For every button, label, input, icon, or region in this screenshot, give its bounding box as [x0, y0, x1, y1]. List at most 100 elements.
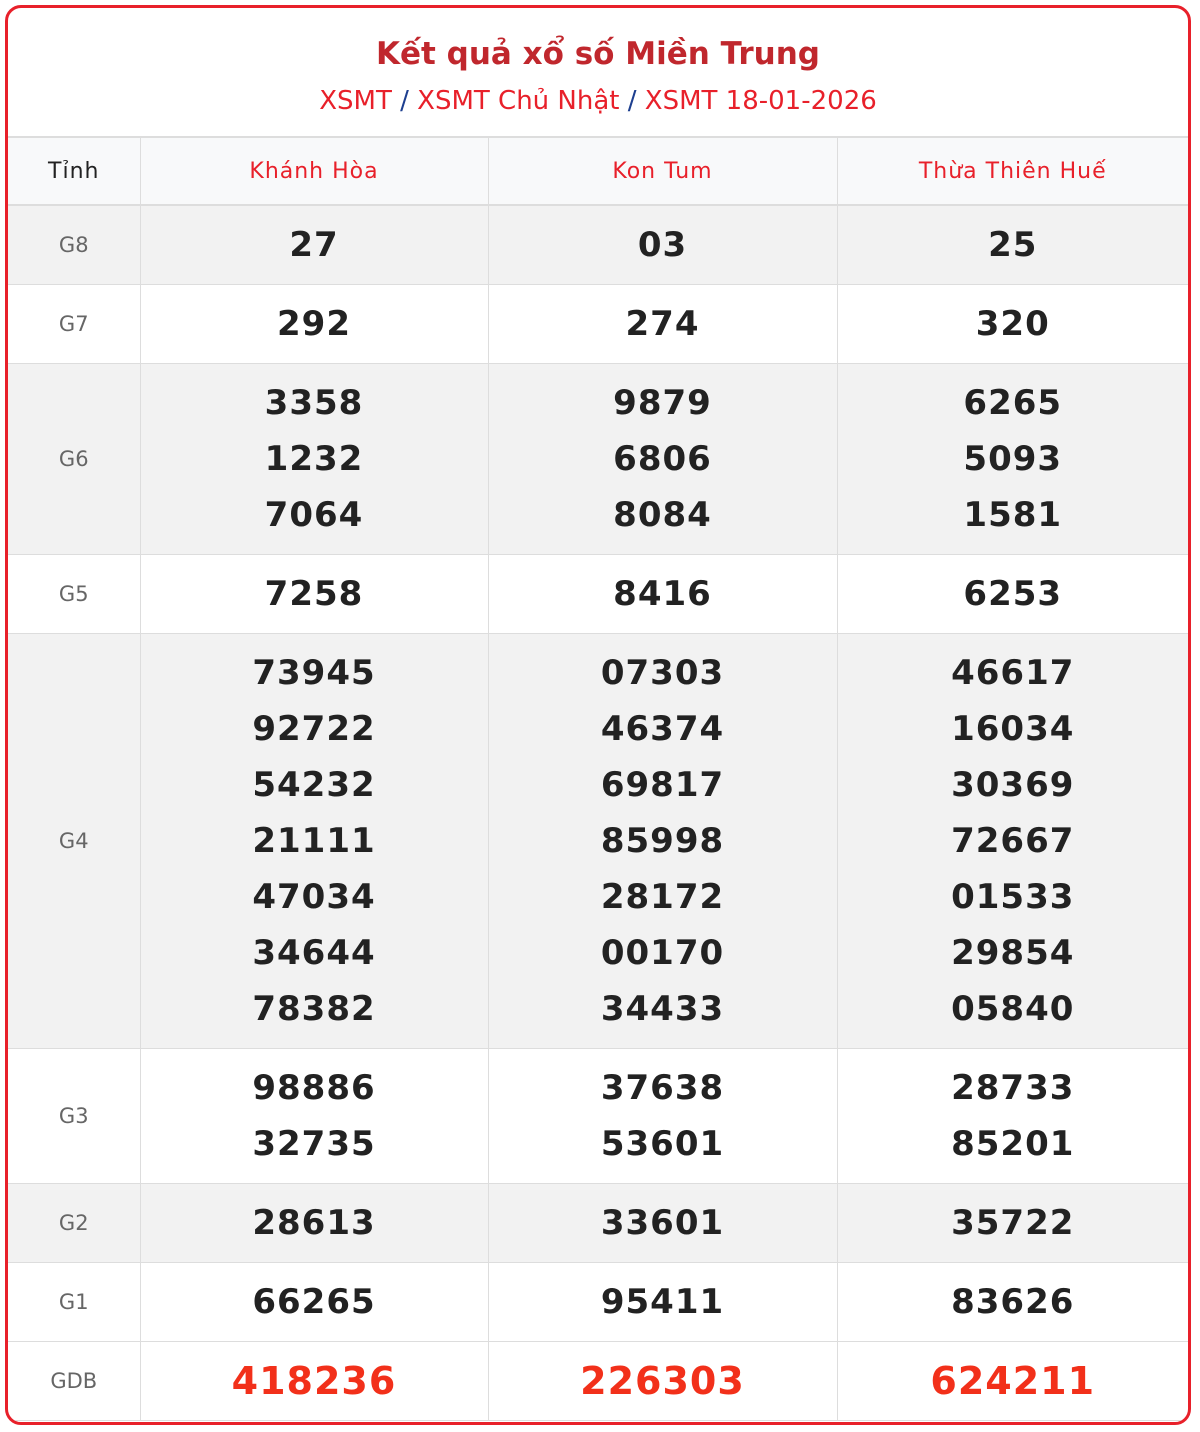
table-row-g3: G3 98886 32735 37638 53601 28733 85201 — [8, 1048, 1188, 1184]
table-row-g2: G2 28613 33601 35722 — [8, 1183, 1188, 1263]
prize-number: 00170 — [600, 933, 725, 973]
column-header-province: Tỉnh — [8, 136, 141, 206]
prize-number: 95411 — [600, 1282, 725, 1322]
prize-number: 8084 — [613, 495, 712, 535]
prize-number: 6806 — [613, 439, 712, 479]
prize-cell: 28613 — [139, 1183, 489, 1263]
prize-label: G7 — [8, 284, 141, 364]
prize-cell: 3358 1232 7064 — [139, 363, 489, 555]
prize-cell: 624211 — [836, 1341, 1188, 1421]
prize-number: 05840 — [951, 989, 1075, 1029]
prize-number: 6253 — [963, 574, 1063, 614]
prize-cell: 9879 6806 8084 — [487, 363, 838, 555]
prize-number: 46374 — [600, 709, 725, 749]
prize-number: 226303 — [580, 1359, 745, 1403]
prize-cell: 98886 32735 — [139, 1048, 489, 1184]
prize-number: 9879 — [613, 383, 712, 423]
prize-number: 66265 — [252, 1282, 376, 1322]
breadcrumb: XSMT / XSMT Chủ Nhật / XSMT 18-01-2026 — [8, 84, 1188, 118]
prize-label: G8 — [8, 204, 141, 285]
prize-cell: 8416 — [487, 554, 838, 634]
prize-number: 34433 — [600, 989, 725, 1029]
prize-number: 35722 — [951, 1203, 1075, 1243]
results-card: Kết quả xổ số Miền Trung XSMT / XSMT Chủ… — [5, 5, 1191, 1425]
breadcrumb-separator: / — [400, 86, 409, 116]
breadcrumb-xsmt[interactable]: XSMT — [319, 86, 392, 116]
prize-number: 7258 — [264, 574, 364, 614]
prize-number: 16034 — [951, 709, 1075, 749]
column-header-kon-tum[interactable]: Kon Tum — [487, 136, 838, 206]
table-header-row: Tỉnh Khánh Hòa Kon Tum Thừa Thiên Huế — [8, 136, 1188, 206]
results-header: Kết quả xổ số Miền Trung XSMT / XSMT Chủ… — [8, 8, 1188, 136]
page-title: Kết quả xổ số Miền Trung — [376, 36, 820, 72]
prize-label: G3 — [8, 1048, 141, 1184]
table-row-g1: G1 66265 95411 83626 — [8, 1262, 1188, 1342]
prize-label: G6 — [8, 363, 141, 555]
prize-number: 29854 — [951, 933, 1075, 973]
prize-number: 5093 — [963, 439, 1063, 479]
column-header-thua-thien-hue[interactable]: Thừa Thiên Huế — [836, 136, 1188, 206]
prize-number: 92722 — [252, 709, 376, 749]
prize-number: 01533 — [951, 877, 1075, 917]
prize-number: 25 — [988, 225, 1038, 265]
prize-number: 69817 — [600, 765, 725, 805]
prize-cell: 83626 — [836, 1262, 1188, 1342]
prize-label: G1 — [8, 1262, 141, 1342]
prize-cell: 03 — [487, 204, 838, 285]
prize-number: 98886 — [252, 1068, 376, 1108]
prize-number: 624211 — [930, 1359, 1096, 1403]
prize-cell: 320 — [836, 284, 1188, 364]
prize-number: 292 — [277, 304, 351, 344]
prize-cell: 7258 — [139, 554, 489, 634]
prize-label: G4 — [8, 633, 141, 1049]
column-header-khanh-hoa[interactable]: Khánh Hòa — [139, 136, 489, 206]
prize-number: 37638 — [600, 1068, 725, 1108]
prize-cell: 66265 — [139, 1262, 489, 1342]
breadcrumb-xsmt-date[interactable]: XSMT 18-01-2026 — [644, 86, 877, 116]
prize-number: 34644 — [252, 933, 376, 973]
prize-number: 03 — [637, 225, 688, 265]
prize-number: 21111 — [252, 821, 376, 861]
prize-number: 78382 — [252, 989, 376, 1029]
prize-number: 73945 — [252, 653, 376, 693]
prize-number: 72667 — [951, 821, 1075, 861]
prize-number: 418236 — [231, 1359, 397, 1403]
prize-number: 7064 — [264, 495, 364, 535]
prize-cell: 6253 — [836, 554, 1188, 634]
prize-label: G2 — [8, 1183, 141, 1263]
prize-label: G5 — [8, 554, 141, 634]
prize-cell: 95411 — [487, 1262, 838, 1342]
prize-cell: 73945 92722 54232 21111 47034 34644 78382 — [139, 633, 489, 1049]
table-row-g7: G7 292 274 320 — [8, 284, 1188, 364]
prize-cell: 6265 5093 1581 — [836, 363, 1188, 555]
prize-label: GDB — [8, 1341, 141, 1421]
breadcrumb-separator: / — [627, 86, 637, 116]
prize-number: 83626 — [951, 1282, 1075, 1322]
table-row-g8: G8 27 03 25 — [8, 204, 1188, 285]
prize-number: 30369 — [951, 765, 1075, 805]
prize-number: 07303 — [600, 653, 725, 693]
prize-cell: 28733 85201 — [836, 1048, 1188, 1184]
results-table: Tỉnh Khánh Hòa Kon Tum Thừa Thiên Huế G8… — [8, 136, 1188, 1421]
prize-number: 27 — [289, 225, 339, 265]
prize-number: 3358 — [264, 383, 364, 423]
prize-number: 1232 — [264, 439, 364, 479]
prize-number: 32735 — [252, 1124, 376, 1164]
prize-cell: 07303 46374 69817 85998 28172 00170 34433 — [487, 633, 838, 1049]
prize-number: 8416 — [613, 574, 712, 614]
prize-cell: 418236 — [139, 1341, 489, 1421]
prize-number: 274 — [625, 304, 700, 344]
prize-number: 85998 — [600, 821, 725, 861]
prize-cell: 226303 — [487, 1341, 838, 1421]
prize-number: 6265 — [963, 383, 1063, 423]
table-row-g4: G4 73945 92722 54232 21111 47034 34644 78382 073… — [8, 633, 1188, 1049]
prize-number: 46617 — [951, 653, 1075, 693]
prize-number: 33601 — [600, 1203, 725, 1243]
prize-number: 53601 — [600, 1124, 725, 1164]
prize-number: 47034 — [252, 877, 376, 917]
breadcrumb-xsmt-sunday[interactable]: XSMT Chủ Nhật — [417, 86, 620, 116]
prize-cell: 46617 16034 30369 72667 01533 29854 05840 — [836, 633, 1188, 1049]
prize-number: 320 — [975, 304, 1050, 344]
prize-cell: 25 — [836, 204, 1188, 285]
prize-number: 28613 — [252, 1203, 376, 1243]
